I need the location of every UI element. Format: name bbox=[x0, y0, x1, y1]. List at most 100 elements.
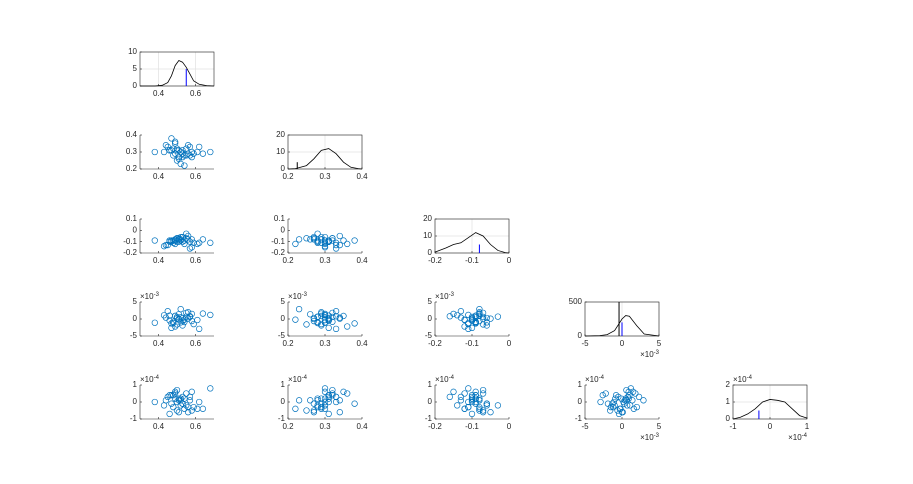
x-tick-label: 0 bbox=[507, 339, 512, 348]
scatter-point bbox=[190, 403, 197, 411]
exponent-power: -4 bbox=[802, 433, 808, 439]
exponent-power: -4 bbox=[599, 375, 605, 381]
scatter-point bbox=[307, 397, 314, 404]
x-tick-label: -1 bbox=[729, 422, 737, 431]
scatter-point bbox=[625, 388, 632, 395]
scatter-point bbox=[199, 236, 207, 243]
exponent-power: -3 bbox=[654, 350, 660, 356]
x-tick-label: 0.6 bbox=[190, 89, 202, 98]
scatter-point bbox=[166, 410, 173, 418]
exponent-base: ×10 bbox=[640, 350, 654, 359]
scatter-point bbox=[310, 407, 318, 414]
x-tick-label: 0.2 bbox=[282, 172, 294, 181]
scatter-point bbox=[609, 400, 616, 407]
scatter-point bbox=[207, 239, 214, 246]
scatter-point bbox=[292, 405, 299, 412]
scatter-point bbox=[310, 235, 318, 242]
scatter-point bbox=[186, 245, 194, 252]
scatter-point bbox=[465, 385, 472, 392]
exponent-base: ×10 bbox=[140, 375, 154, 384]
scatter-point bbox=[461, 390, 468, 397]
density-curve bbox=[584, 315, 660, 337]
scatter-point bbox=[292, 316, 299, 323]
scatter-point bbox=[190, 320, 197, 328]
scatter-point bbox=[303, 235, 310, 242]
scatter-point bbox=[171, 395, 179, 402]
scatter-point bbox=[351, 237, 358, 244]
scatter-point bbox=[168, 320, 175, 327]
scatter-point bbox=[173, 398, 181, 406]
scatter-point bbox=[476, 407, 483, 414]
scatter-point bbox=[164, 308, 171, 315]
scatter-point bbox=[461, 405, 468, 412]
x-tick-label: -0.1 bbox=[465, 422, 479, 431]
scatter-point bbox=[332, 398, 340, 406]
scatter-point bbox=[184, 142, 192, 149]
scatter-point bbox=[166, 312, 173, 319]
scatter-point bbox=[321, 398, 329, 406]
scatter-point bbox=[332, 313, 340, 320]
scatter-point bbox=[321, 310, 329, 318]
scatter-point bbox=[611, 402, 618, 409]
scatter-point bbox=[344, 390, 351, 397]
scatter-point bbox=[188, 244, 195, 251]
axis-exponent: ×10-3 bbox=[435, 292, 455, 302]
scatter-point bbox=[621, 400, 628, 407]
scatter-point bbox=[468, 397, 476, 404]
scatter-point bbox=[177, 148, 184, 156]
scatter-point bbox=[179, 317, 186, 324]
y-tick-label: -1 bbox=[278, 414, 286, 423]
scatter-point bbox=[177, 319, 184, 326]
scatter-point bbox=[184, 403, 192, 411]
x-tick-label: 0.6 bbox=[190, 256, 202, 265]
y-tick-label: 0 bbox=[428, 314, 433, 323]
scatter-point bbox=[476, 312, 483, 320]
y-tick-label: 1 bbox=[726, 397, 731, 406]
scatter-point bbox=[483, 402, 490, 409]
scatter-point bbox=[310, 400, 318, 407]
scatter-point bbox=[179, 147, 186, 154]
scatter-point bbox=[186, 152, 194, 159]
density-plot: 012-1 0 1 bbox=[726, 380, 810, 431]
scatter-point bbox=[314, 402, 321, 409]
y-tick-label: -5 bbox=[130, 331, 138, 340]
x-tick-label: 0.3 bbox=[319, 422, 331, 431]
scatter-point bbox=[168, 135, 175, 142]
scatter-point bbox=[162, 314, 170, 321]
scatter-point bbox=[450, 388, 457, 395]
scatter-point bbox=[307, 311, 314, 318]
x-tick-label: 0.4 bbox=[356, 422, 368, 431]
scatter-point bbox=[318, 405, 325, 412]
scatter-point bbox=[344, 323, 351, 330]
scatter-point bbox=[162, 241, 170, 249]
scatter-point bbox=[332, 245, 340, 252]
x-tick-label: 0 bbox=[620, 422, 625, 431]
x-tick-label: 0.6 bbox=[190, 422, 202, 431]
y-tick-label: 10 bbox=[423, 231, 432, 240]
scatter-point bbox=[196, 325, 203, 333]
scatter-point bbox=[183, 313, 190, 320]
scatter-point bbox=[472, 398, 479, 406]
scatter-point bbox=[325, 395, 332, 402]
scatter-point bbox=[336, 232, 343, 240]
scatter-point bbox=[468, 324, 476, 331]
exponent-power: -3 bbox=[302, 292, 308, 298]
scatter-point bbox=[321, 402, 329, 409]
axes-box bbox=[732, 384, 808, 420]
y-tick-label: 0.3 bbox=[126, 147, 138, 156]
scatter-point bbox=[171, 150, 179, 157]
scatter-point bbox=[618, 409, 626, 416]
scatter-point bbox=[196, 143, 203, 151]
x-tick-label: 0.4 bbox=[153, 339, 165, 348]
scatter-point bbox=[483, 319, 490, 326]
scatter-point bbox=[164, 143, 171, 151]
scatter-point bbox=[318, 400, 325, 407]
y-tick-label: 1 bbox=[428, 380, 433, 389]
x-tick-label: 0 bbox=[507, 256, 512, 265]
scatter-point bbox=[329, 318, 336, 325]
y-tick-label: -0.1 bbox=[271, 237, 285, 246]
axes-box bbox=[287, 134, 363, 170]
scatter-point bbox=[186, 238, 194, 245]
scatter-point bbox=[162, 397, 170, 404]
scatter-point bbox=[615, 393, 622, 401]
